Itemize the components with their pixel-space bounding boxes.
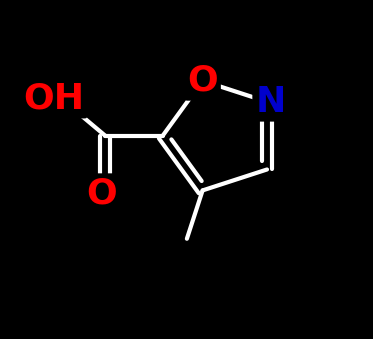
Text: OH: OH — [23, 82, 85, 116]
Text: O: O — [87, 176, 117, 210]
Text: N: N — [255, 85, 286, 119]
Text: O: O — [187, 64, 218, 98]
